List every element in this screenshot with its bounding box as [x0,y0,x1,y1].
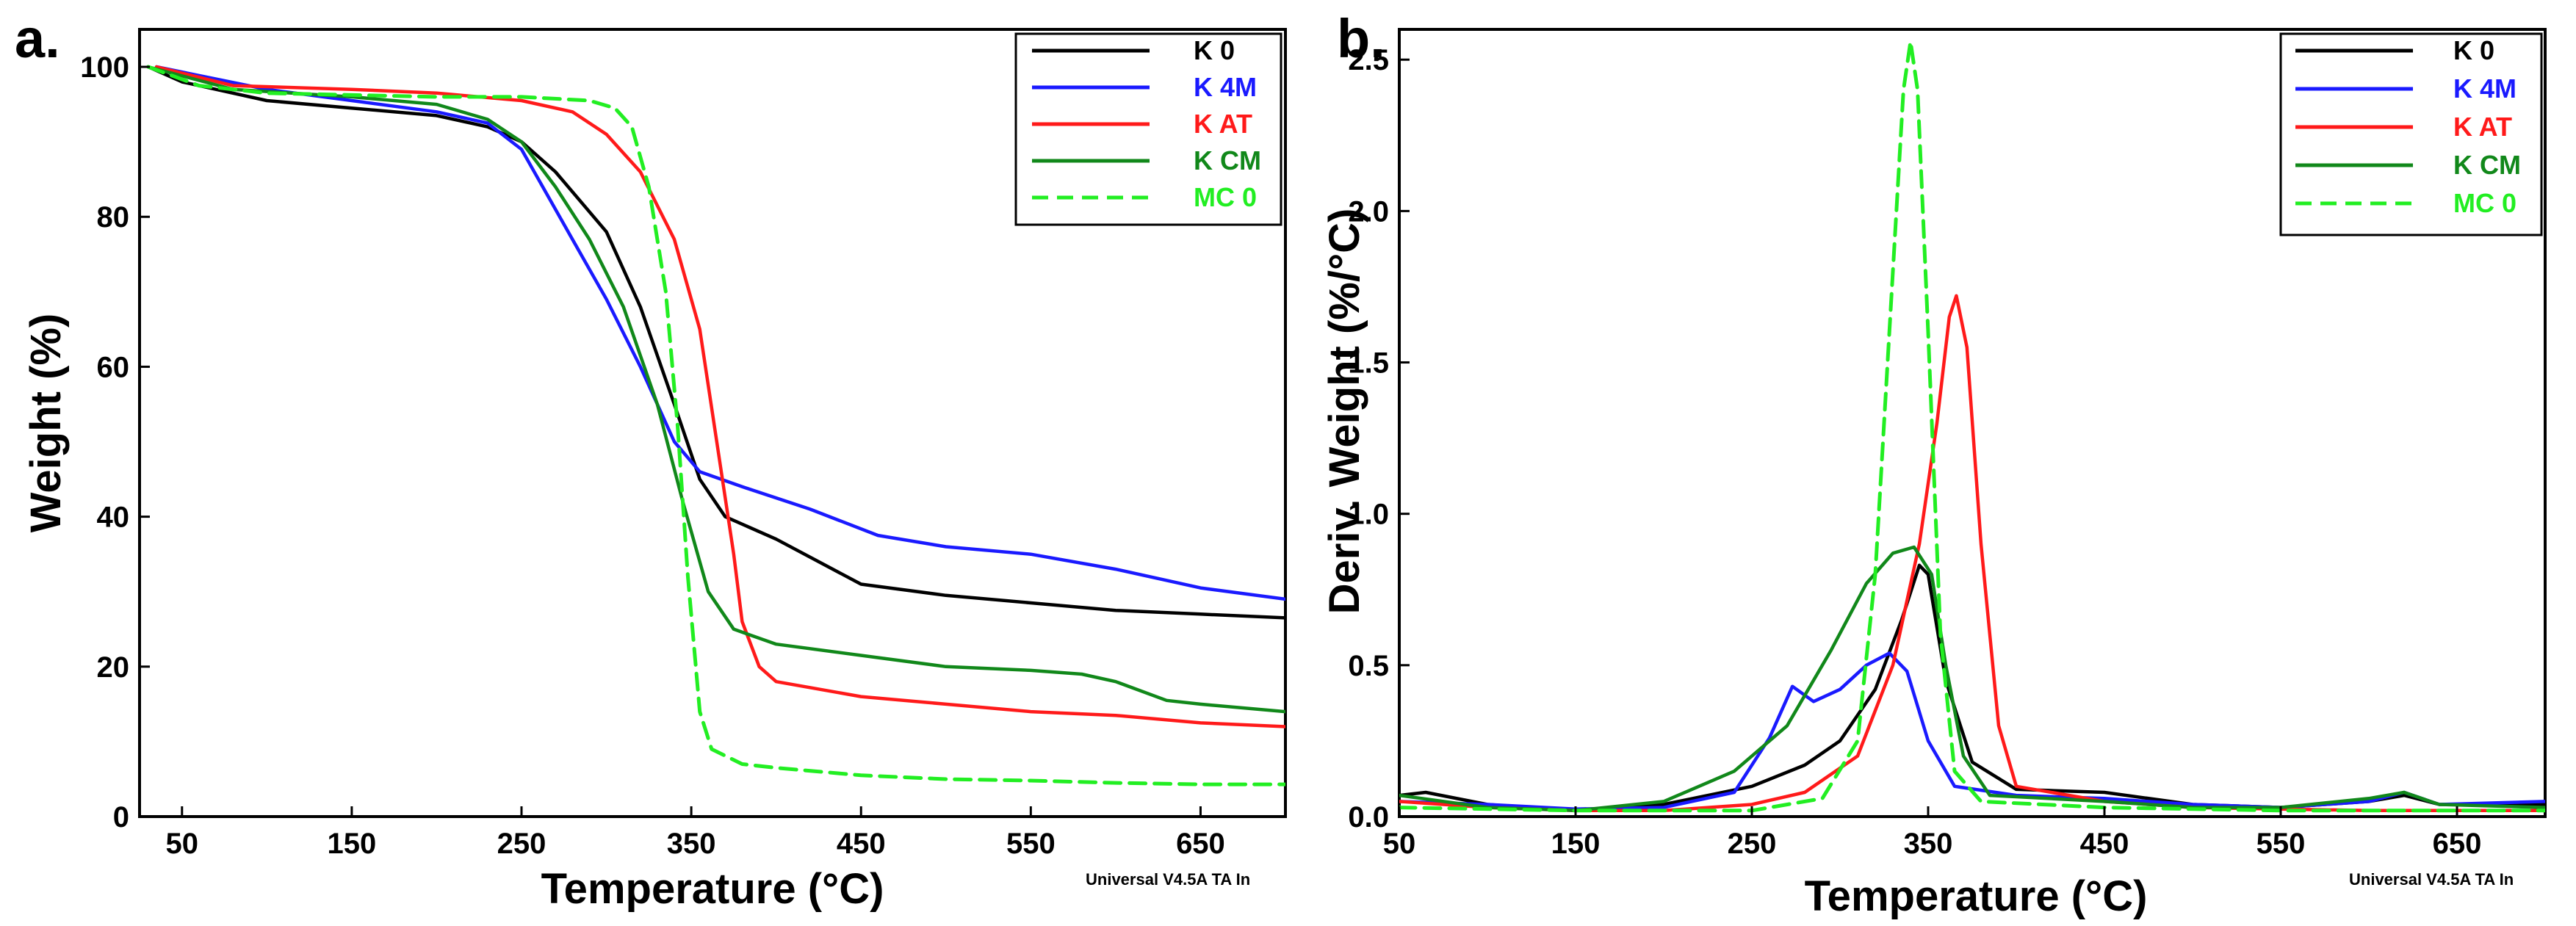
y-tick-label: 20 [97,651,130,684]
y-tick-label: 80 [97,201,130,234]
panel-b-data-layer [1399,40,2545,813]
panel-a-series-k-at [154,65,1285,728]
panel-a-letter: a. [15,8,60,69]
y-tick-label: 40 [97,502,130,534]
panel-a-ticks: 50 150 250 350 450 550 650 0 20 40 60 80 100 [80,51,1225,860]
legend-label: K 4M [2453,73,2517,104]
panel-b-series-mc-0 [1399,40,2545,813]
x-tick-label: 250 [1728,828,1777,860]
panel-a: a. 50 150 250 350 450 550 650 0 20 40 60 80 100 Temp… [15,8,1287,913]
panel-a-y-axis-title: Weight (%) [22,314,70,533]
legend-label: MC 0 [1194,182,1257,212]
panel-a-legend-box [1014,32,1282,226]
legend-label: K 0 [2453,35,2494,65]
panel-a-series-k-cm [146,65,1285,714]
panel-b-series-k-cm [1399,545,2545,813]
panel-a-series-k-0 [146,65,1285,620]
x-tick-label: 350 [667,828,716,860]
x-tick-label: 50 [1383,828,1416,860]
x-tick-label: 650 [2433,828,2482,860]
y-tick-label: 0.0 [1348,801,1389,833]
legend-label: K 4M [1194,72,1257,102]
panel-b-plot-frame [1398,28,2547,818]
panel-b-legend-box [2279,32,2543,236]
legend-label: K AT [2453,112,2512,142]
y-tick-label: 100 [80,51,129,84]
legend-label: K CM [1194,145,1261,176]
x-tick-label: 450 [2080,828,2129,860]
legend-label: K AT [1194,109,1252,139]
panel-a-x-axis-title: Temperature (°C) [541,865,884,913]
x-tick-label: 150 [328,828,377,860]
x-tick-label: 250 [497,828,546,860]
legend-label: MC 0 [2453,188,2517,218]
y-tick-label: 2.5 [1348,44,1389,76]
x-tick-label: 650 [1176,828,1225,860]
panel-b-software-note: Universal V4.5A TA In [2349,870,2514,889]
panel-b-letter: b. [1337,8,1385,69]
x-tick-label: 450 [837,828,886,860]
x-tick-label: 150 [1551,828,1601,860]
panel-b-series-k-0 [1399,563,2545,813]
x-tick-label: 50 [166,828,199,860]
panel-b-legend: K 0 K 4M K AT K CM MC 0 [2279,32,2543,236]
legend-label: K 0 [1194,35,1235,65]
panel-b: b. 50 150 250 350 450 550 650 0.0 0.5 1.0 1.5 2.0 2.… [1321,8,2547,920]
y-tick-label: 1.5 [1348,347,1389,380]
panel-b-series-k-4m [1399,651,2545,811]
y-tick-label: 1.0 [1348,499,1389,531]
panel-b-series-k-at [1399,294,2545,813]
y-tick-label: 60 [97,351,130,383]
panel-a-software-note: Universal V4.5A TA In [1086,870,1250,889]
legend-label: K CM [2453,150,2521,180]
x-tick-label: 350 [1904,828,1953,860]
x-tick-label: 550 [1006,828,1056,860]
y-tick-label: 0 [113,801,129,833]
y-tick-label: 0.5 [1348,650,1389,682]
panel-a-plot-frame [138,28,1287,818]
y-tick-label: 2.0 [1348,195,1389,228]
panel-b-y-axis-title: Deriv. Weight (%/°C) [1321,209,1368,615]
panel-a-series-mc-0 [146,65,1285,786]
panel-b-ticks: 50 150 250 350 450 550 650 0.0 0.5 1.0 1.5 2.0 2.5 [1348,44,2481,860]
x-tick-label: 550 [2256,828,2306,860]
panel-a-legend: K 0 K 4M K AT K CM MC 0 [1014,32,1282,226]
panel-a-data-layer [146,65,1285,786]
panel-b-x-axis-title: Temperature (°C) [1805,872,2148,920]
